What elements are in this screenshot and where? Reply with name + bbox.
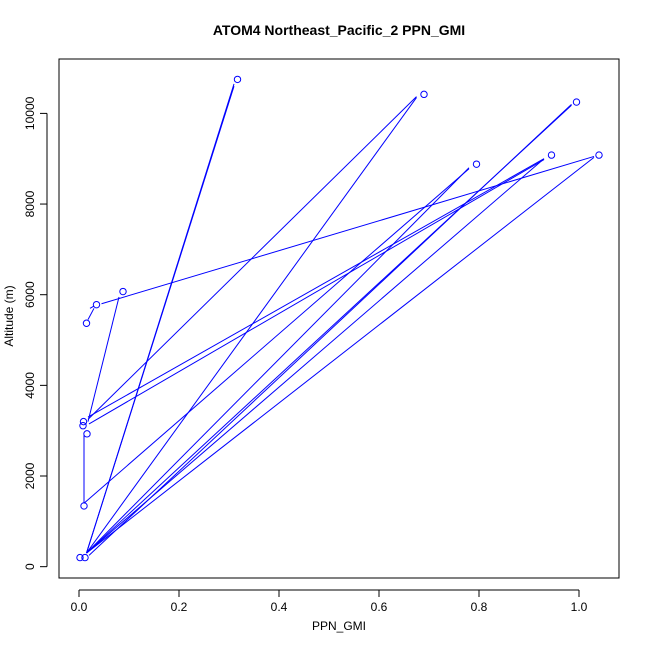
- x-tick-label: 0.2: [171, 600, 188, 614]
- data-line-segment: [88, 159, 545, 425]
- data-line-segment: [88, 103, 572, 556]
- chart-title: ATOM4 Northeast_Pacific_2 PPN_GMI: [213, 22, 465, 38]
- x-tick-label: 0.8: [471, 600, 488, 614]
- data-line-segment: [87, 96, 417, 420]
- y-tick-label: 8000: [23, 190, 37, 217]
- y-axis-label: Altitude (m): [2, 285, 16, 346]
- data-line-segment: [86, 86, 235, 554]
- data-line-segment: [86, 97, 417, 554]
- y-tick-label: 0: [23, 563, 37, 570]
- x-tick-label: 0.4: [271, 600, 288, 614]
- data-line-segment: [86, 167, 470, 554]
- data-point: [595, 151, 603, 159]
- segments-layer: [83, 83, 595, 556]
- data-point: [80, 502, 88, 510]
- data-point: [92, 300, 101, 309]
- y-tick-label: 10000: [23, 96, 37, 130]
- y-tick-label: 2000: [23, 462, 37, 489]
- x-tick-label: 1.0: [571, 600, 588, 614]
- points-layer: [76, 75, 603, 562]
- data-point: [572, 98, 581, 106]
- data-line-segment: [87, 158, 545, 418]
- axes-layer: 0.0 0.2 0.4 0.6 0.8 1.0 0 2000 4000 6000 8000 10000: [23, 96, 588, 614]
- data-line-segment: [83, 168, 470, 504]
- data-point: [472, 160, 481, 168]
- data-point: [233, 75, 242, 84]
- y-tick-label: 6000: [23, 281, 37, 308]
- data-point: [79, 417, 88, 426]
- data-point: [119, 287, 127, 296]
- y-tick-label: 4000: [23, 372, 37, 399]
- x-axis-label: PPN_GMI: [312, 619, 366, 633]
- data-point: [547, 151, 556, 159]
- data-point: [82, 319, 91, 327]
- data-point: [83, 430, 91, 438]
- x-tick-label: 0.0: [71, 600, 88, 614]
- data-line-segment: [86, 156, 595, 554]
- data-line-segment: [101, 155, 595, 305]
- plot-frame: [58, 58, 620, 579]
- data-line-segment: [86, 158, 545, 554]
- data-point: [79, 421, 87, 430]
- data-line-segment: [87, 308, 95, 320]
- data-point: [81, 553, 89, 562]
- data-point: [76, 553, 84, 562]
- x-tick-label: 0.6: [371, 600, 388, 614]
- data-line-segment: [87, 296, 120, 422]
- data-point: [420, 90, 428, 99]
